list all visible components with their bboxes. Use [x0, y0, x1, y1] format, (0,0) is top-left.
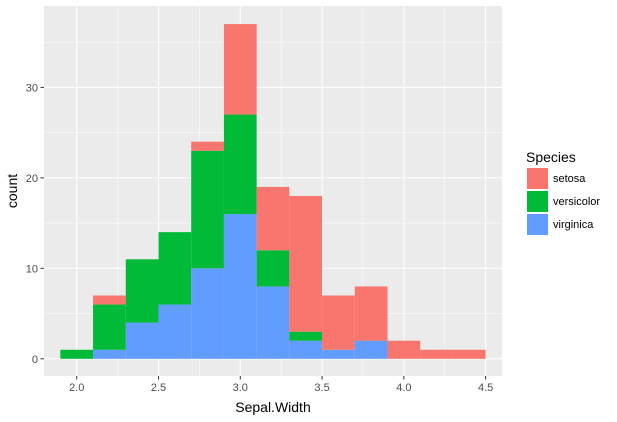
y-axis-title: count	[4, 174, 20, 208]
bar-virginica	[223, 214, 257, 359]
bar-virginica	[125, 322, 159, 359]
y-tick-label: 0	[32, 354, 38, 366]
x-axis-title: Sepal.Width	[235, 399, 310, 415]
bar-setosa	[289, 195, 323, 332]
x-axis: 2.0 2.5 3.0 3.5 4.0 4.5	[69, 376, 493, 394]
bar-setosa	[256, 186, 290, 251]
y-tick-label: 10	[26, 263, 38, 275]
y-tick-label: 20	[26, 173, 38, 185]
bar-virginica	[158, 304, 192, 359]
bar-virginica	[93, 349, 126, 359]
legend-label-setosa: setosa	[553, 173, 586, 185]
legend-label-virginica: virginica	[553, 219, 594, 231]
bar-versicolor	[125, 259, 159, 323]
bar-virginica	[322, 349, 355, 359]
bar-versicolor	[223, 114, 257, 215]
x-tick-label: 3.5	[314, 382, 329, 394]
bar-setosa	[93, 295, 126, 305]
x-tick-label: 2.5	[151, 382, 166, 394]
bar-virginica	[256, 286, 290, 359]
legend-entries: setosa versicolor virginica	[527, 168, 600, 235]
bar-virginica	[354, 340, 388, 359]
bar-versicolor	[191, 150, 224, 269]
x-tick-label: 4.0	[396, 382, 411, 394]
x-tick-label: 3.0	[233, 382, 248, 394]
legend-key-setosa	[527, 168, 548, 189]
legend: Species setosa versicolor virginica	[526, 149, 600, 235]
legend-key-versicolor	[527, 191, 548, 212]
bar-versicolor	[158, 232, 192, 305]
bars	[60, 24, 486, 359]
bar-versicolor	[289, 331, 323, 341]
bar-setosa	[322, 295, 355, 350]
bar-setosa	[223, 24, 257, 115]
legend-key-virginica	[527, 214, 548, 235]
bar-setosa	[452, 349, 486, 359]
bar-setosa	[191, 141, 224, 151]
bar-setosa	[354, 286, 388, 341]
y-tick-label: 30	[26, 82, 38, 94]
bar-virginica	[289, 340, 323, 359]
x-tick-label: 2.0	[69, 382, 84, 394]
legend-label-versicolor: versicolor	[553, 196, 600, 208]
bar-versicolor	[93, 304, 126, 350]
x-tick-label: 4.5	[478, 382, 493, 394]
bar-versicolor	[60, 349, 94, 359]
bar-virginica	[191, 268, 224, 359]
bar-versicolor	[256, 250, 290, 287]
y-axis: 0 10 20 30	[26, 82, 44, 366]
bar-setosa	[387, 340, 421, 359]
bar-setosa	[420, 349, 453, 359]
legend-title: Species	[526, 149, 576, 165]
